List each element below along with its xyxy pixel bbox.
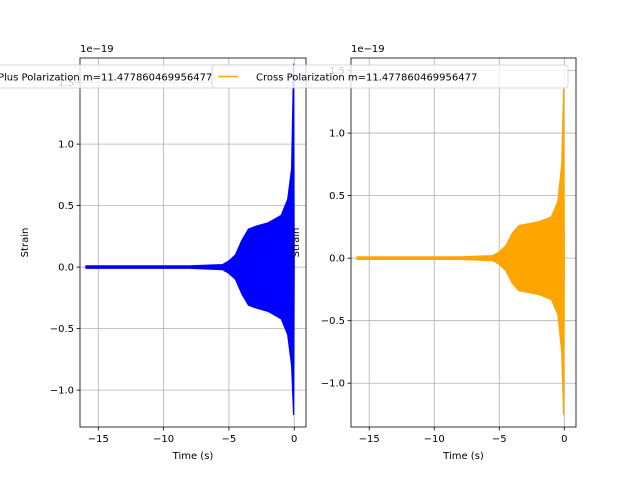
x-axis-label: Time (s)	[172, 451, 214, 462]
plot-frame	[79, 57, 307, 428]
strain-waveform	[85, 63, 295, 416]
y-offset-label: 1e−19	[80, 44, 114, 55]
y-tick-label: 1.0	[329, 129, 345, 140]
x-tick-label: −10	[153, 434, 174, 445]
y-tick-label: −0.5	[50, 324, 74, 335]
y-tick-label: −1.0	[321, 379, 345, 390]
y-offset-label: 1e−19	[351, 44, 385, 55]
y-tick-label: −1.0	[50, 386, 74, 397]
series-1	[85, 63, 295, 416]
x-tick-label: −5	[222, 434, 237, 445]
y-tick-label: 0.0	[329, 254, 345, 265]
plot-frame	[350, 57, 577, 428]
legend-label: Plus Polarization m=11.477860469956477	[0, 73, 212, 84]
x-tick-label: −10	[424, 434, 445, 445]
y-axis-label: Strain	[20, 228, 31, 258]
x-axis-label: Time (s)	[442, 451, 484, 462]
x-tick-label: 0	[291, 434, 297, 445]
y-tick-label: 0.5	[329, 191, 345, 202]
y-tick-label: 0.0	[58, 263, 74, 274]
legend-box	[211, 64, 569, 89]
series-1	[356, 88, 565, 416]
legend-2: Cross Polarization m=11.477860469956477	[211, 64, 569, 89]
x-tick-label: −15	[359, 434, 380, 445]
y-tick-label: 0.5	[58, 201, 74, 212]
y-tick-label: 1.0	[58, 140, 74, 151]
strain-waveform	[356, 88, 565, 416]
y-tick-label: −0.5	[321, 316, 345, 327]
y-axis-label: Strain	[291, 228, 302, 258]
x-tick-label: −5	[492, 434, 507, 445]
x-tick-label: −15	[88, 434, 109, 445]
x-tick-label: 0	[561, 434, 567, 445]
legend-label: Cross Polarization m=11.477860469956477	[256, 73, 477, 84]
